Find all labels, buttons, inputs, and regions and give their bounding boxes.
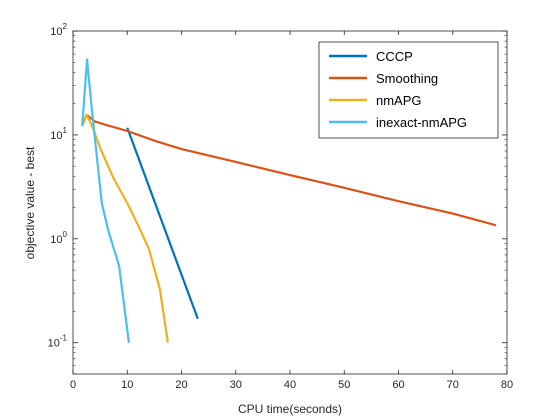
- x-tick-label: 60: [392, 379, 404, 391]
- legend-entries: CCCP Smoothing nmAPG inexact-nmAPG: [329, 49, 467, 130]
- y-axis-label: objective value - best: [23, 146, 37, 259]
- y-tick-label: 102: [50, 22, 67, 38]
- series-line-inexact-nmapg: [81, 58, 130, 343]
- x-tick-label: 70: [447, 379, 459, 391]
- x-tick-label: 40: [284, 379, 296, 391]
- y-tick-base: 10: [50, 26, 62, 38]
- x-tick-label: 80: [501, 379, 513, 391]
- x-tick-label: 0: [70, 379, 76, 391]
- y-tick-label: 10-1: [48, 334, 68, 350]
- y-tick-exponent: 1: [63, 126, 68, 135]
- series-line-cccp: [126, 127, 199, 320]
- y-tick-label: 101: [50, 126, 67, 142]
- series-layer: [81, 58, 497, 343]
- y-tick-label: 100: [50, 230, 67, 246]
- x-axis-label: CPU time(seconds): [238, 402, 342, 416]
- series-line-nmapg: [81, 113, 169, 343]
- y-tick-exponent: 2: [63, 22, 68, 31]
- x-tick-label: 50: [338, 379, 350, 391]
- y-tick-base: 10: [48, 338, 60, 350]
- x-tick-label: 20: [175, 379, 187, 391]
- legend-label: nmAPG: [376, 93, 422, 108]
- y-tick-exponent: 0: [63, 230, 68, 239]
- legend-label: inexact-nmAPG: [376, 115, 467, 130]
- y-tick-exponent: -1: [60, 334, 68, 343]
- x-tick-label: 30: [230, 379, 242, 391]
- x-tick-label: 10: [121, 379, 133, 391]
- legend: CCCP Smoothing nmAPG inexact-nmAPG: [318, 41, 499, 139]
- legend-label: Smoothing: [376, 71, 438, 86]
- y-tick-base: 10: [50, 234, 62, 246]
- legend-label: CCCP: [376, 49, 413, 64]
- series-line-smoothing: [81, 113, 497, 227]
- y-tick-base: 10: [50, 130, 62, 142]
